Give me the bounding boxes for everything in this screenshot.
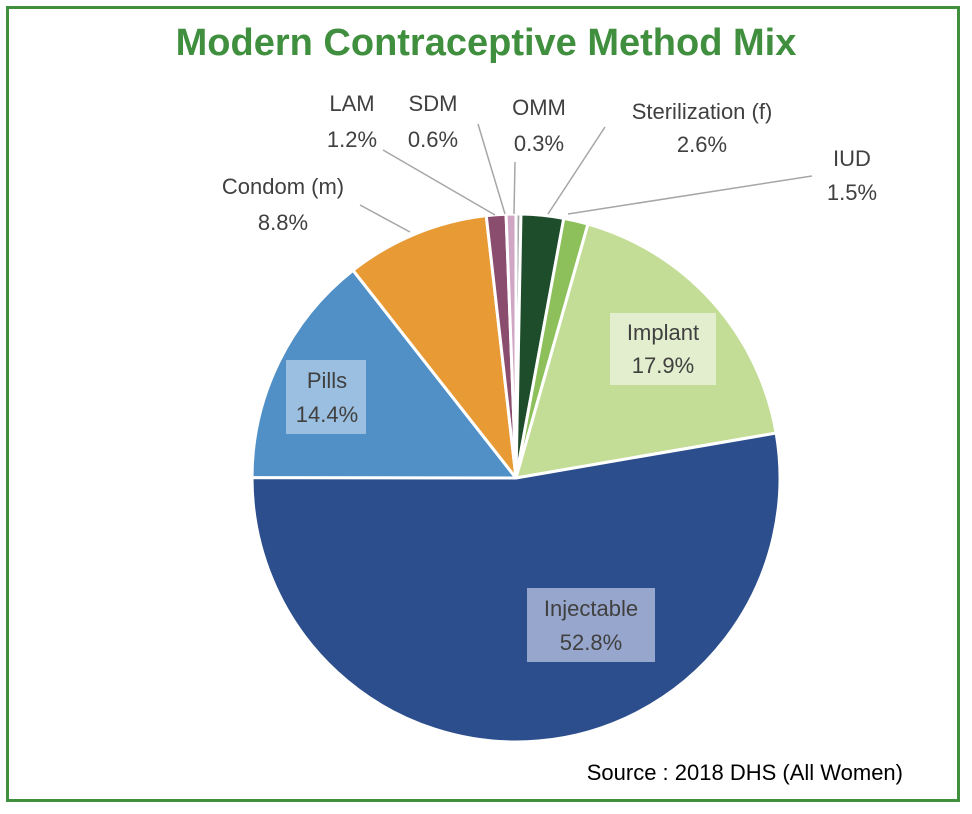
slice-value-lam: 1.2% <box>327 127 377 152</box>
leader-lines <box>359 123 813 233</box>
leader-sterilization-f <box>547 126 606 215</box>
leader-condom-m <box>359 204 411 233</box>
slice-value-condom-m: 8.8% <box>258 210 308 235</box>
label-box-injectable <box>527 588 655 662</box>
slice-name-omm: OMM <box>512 95 566 120</box>
slice-name-sterilization-f: Sterilization (f) <box>632 99 773 124</box>
slice-name-implant: Implant <box>627 320 699 345</box>
leader-sdm <box>477 123 506 215</box>
slice-value-pills: 14.4% <box>296 402 358 427</box>
slice-value-omm: 0.3% <box>514 131 564 156</box>
slice-name-iud: IUD <box>833 146 871 171</box>
slice-name-pills: Pills <box>307 368 347 393</box>
chart-title: Modern Contraceptive Method Mix <box>176 22 797 64</box>
source-note: Source : 2018 DHS (All Women) <box>587 760 903 785</box>
label-box-pills <box>286 360 366 434</box>
slice-value-iud: 1.5% <box>827 180 877 205</box>
pie-slices <box>250 212 782 744</box>
chart-frame <box>6 6 960 802</box>
slice-sdm <box>504 212 518 480</box>
slice-name-injectable: Injectable <box>544 596 638 621</box>
leader-lam <box>382 149 496 216</box>
leader-omm <box>513 161 516 215</box>
slice-name-lam: LAM <box>329 91 374 116</box>
slice-condom-m <box>351 214 518 480</box>
slice-value-injectable: 52.8% <box>560 630 622 655</box>
slice-value-implant: 17.9% <box>632 353 694 378</box>
slice-name-condom-m: Condom (m) <box>222 174 344 199</box>
slice-injectable <box>250 431 782 744</box>
label-box-implant <box>610 313 716 385</box>
slice-labels: OMM 0.3% Sterilization (f) 2.6% IUD 1.5% Impla… <box>222 91 877 662</box>
slice-value-sterilization-f: 2.6% <box>677 132 727 157</box>
slice-value-sdm: 0.6% <box>408 127 458 152</box>
slice-name-sdm: SDM <box>409 91 458 116</box>
leader-iud <box>567 175 813 215</box>
